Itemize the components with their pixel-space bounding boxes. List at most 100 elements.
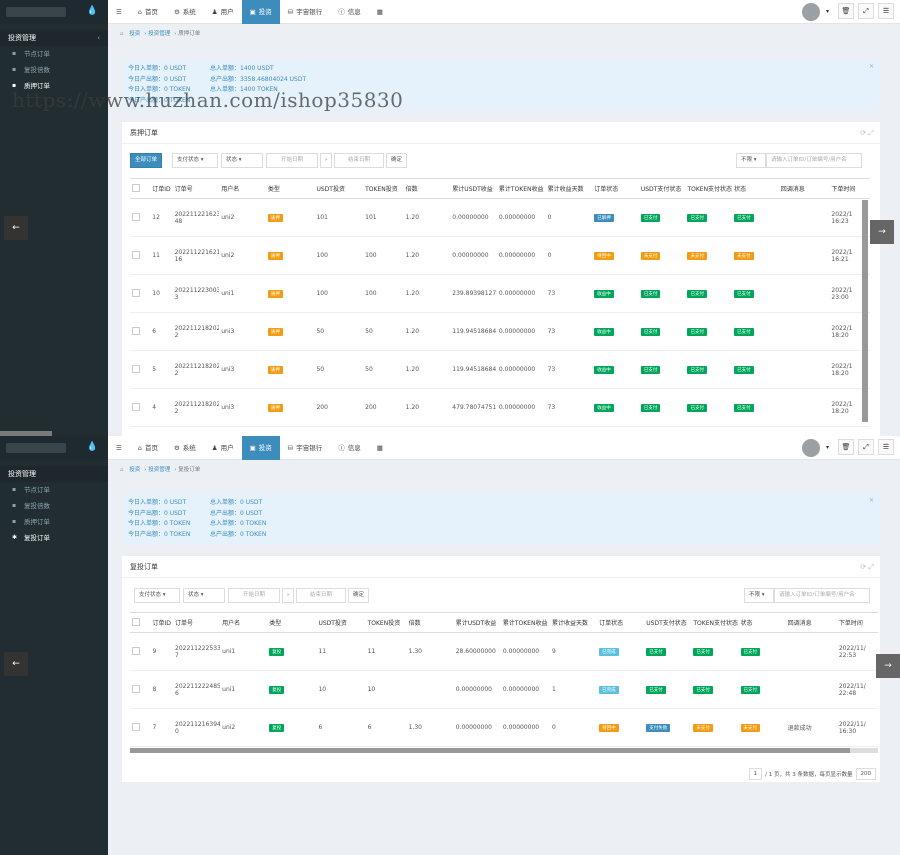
fullscreen-icon[interactable]: ⤢: [858, 3, 874, 19]
avatar[interactable]: [802, 3, 820, 21]
nav-item-3[interactable]: ▣ 投资: [241, 0, 280, 24]
row-checkbox[interactable]: [132, 212, 140, 221]
sidebar-section[interactable]: 投资管理: [0, 466, 108, 482]
avatar[interactable]: [802, 439, 820, 457]
column-header[interactable]: 下单时间: [829, 178, 870, 199]
table-row[interactable]: 9202211222533988823 7uni1复投11111.3028.60…: [130, 632, 878, 671]
grid-icon[interactable]: ▦: [376, 8, 383, 16]
column-header[interactable]: USDT投资: [314, 178, 364, 199]
hamburger-icon[interactable]: ☰: [116, 444, 122, 452]
column-header[interactable]: 倍数: [403, 178, 451, 199]
column-header[interactable]: 累计收益天数: [550, 612, 598, 633]
column-header[interactable]: 类型: [265, 178, 315, 199]
sidebar-item-reinvest-multiple[interactable]: ▪ 复投倍数: [0, 498, 108, 514]
close-icon[interactable]: ✕: [868, 63, 874, 70]
pay-status-select[interactable]: 支付状态 ▾: [134, 588, 180, 603]
nav-item-0[interactable]: ⌂ 首页: [137, 8, 158, 16]
h-scrollbar[interactable]: [130, 748, 878, 753]
column-header[interactable]: TOKEN投资: [363, 178, 404, 199]
column-header[interactable]: 订单号: [172, 178, 220, 199]
refresh-icon[interactable]: ⟳ ⤢: [860, 563, 874, 571]
prev-arrow[interactable]: ←: [4, 652, 28, 676]
trash-icon[interactable]: 🗑: [838, 3, 854, 19]
table-row[interactable]: 11202211221621371849 16uni2质押1001001.200…: [130, 236, 870, 275]
nav-item-3[interactable]: ▣ 投资: [241, 436, 280, 460]
row-checkbox[interactable]: [132, 288, 140, 297]
scrollbar[interactable]: [862, 200, 868, 422]
column-header[interactable]: 订单状态: [597, 612, 645, 633]
start-date-input[interactable]: 开始日期: [228, 588, 280, 603]
start-date-input[interactable]: 开始日期: [266, 153, 318, 168]
close-icon[interactable]: ✕: [868, 497, 874, 504]
table-row[interactable]: 7202211216394620440 0uni2复投661.300.00000…: [130, 708, 878, 747]
table-row[interactable]: 6202211218202279885 2uni3质押50501.20119.9…: [130, 312, 870, 351]
grid-icon[interactable]: ▦: [376, 444, 383, 452]
page-input[interactable]: 1: [748, 768, 763, 780]
sidebar-section[interactable]: 投资管理 ‹: [0, 30, 108, 46]
row-checkbox[interactable]: [132, 402, 140, 411]
column-header[interactable]: 类型: [267, 612, 317, 633]
next-arrow[interactable]: →: [870, 220, 894, 244]
status-select[interactable]: 状态 ▾: [183, 588, 225, 603]
chevron-down-icon[interactable]: ▾: [826, 444, 830, 451]
column-header[interactable]: USDT支付状态: [638, 178, 686, 199]
column-header[interactable]: 累计TOKEN收益: [500, 612, 551, 633]
status-select[interactable]: 状态 ▾: [221, 153, 263, 168]
nav-item-2[interactable]: ♟ 用户: [211, 8, 234, 16]
chevron-down-icon[interactable]: ▾: [826, 8, 830, 15]
column-header[interactable]: 累计USDT收益: [453, 612, 501, 633]
confirm-button[interactable]: 确定: [348, 588, 370, 603]
refresh-icon[interactable]: ⟳ ⤢: [860, 129, 874, 137]
column-header[interactable]: 用户名: [220, 612, 268, 633]
row-checkbox[interactable]: [132, 646, 140, 655]
column-header[interactable]: TOKEN支付状态: [691, 612, 739, 633]
nav-item-5[interactable]: ⓘ 信息: [338, 444, 361, 452]
sidebar-item-stake-orders[interactable]: ▪ 质押订单: [0, 78, 108, 94]
limit-select[interactable]: 不限 ▾: [744, 588, 774, 603]
column-header[interactable]: USDT投资: [316, 612, 366, 633]
row-checkbox[interactable]: [132, 364, 140, 373]
column-header[interactable]: 回调消息: [785, 612, 837, 633]
menu-icon[interactable]: ☰: [878, 439, 894, 455]
select-all-checkbox[interactable]: [132, 183, 140, 192]
sidebar-item-node-orders[interactable]: ▪ 节点订单: [0, 482, 108, 498]
hamburger-icon[interactable]: ☰: [116, 8, 122, 16]
column-header[interactable]: 下单时间: [836, 612, 878, 633]
table-row[interactable]: 12202211221623384521 48uni2质押1011011.200…: [130, 198, 870, 237]
column-header[interactable]: 倍数: [406, 612, 454, 633]
nav-item-2[interactable]: ♟ 用户: [211, 444, 234, 452]
column-header[interactable]: 累计TOKEN收益: [496, 178, 546, 199]
nav-item-1[interactable]: ⚙ 系统: [173, 8, 196, 16]
column-header[interactable]: 订单ID: [150, 612, 174, 633]
next-arrow[interactable]: →: [876, 654, 900, 678]
sidebar-item-stake-orders[interactable]: ▪ 质押订单: [0, 514, 108, 530]
table-row[interactable]: 10202211223003526843 3uni1质押1001001.2023…: [130, 274, 870, 313]
column-header[interactable]: USDT支付状态: [644, 612, 692, 633]
nav-item-1[interactable]: ⚙ 系统: [173, 444, 196, 452]
row-checkbox[interactable]: [132, 250, 140, 259]
pay-status-select[interactable]: 支付状态 ▾: [172, 153, 218, 168]
nav-item-0[interactable]: ⌂ 首页: [137, 444, 158, 452]
limit-select[interactable]: 不限 ▾: [736, 153, 766, 168]
sidebar-item-reinvest-multiple[interactable]: ▪ 复投倍数: [0, 62, 108, 78]
nav-item-4[interactable]: ⛁ 宇宙银行: [287, 444, 323, 452]
column-header[interactable]: TOKEN投资: [365, 612, 407, 633]
row-checkbox[interactable]: [132, 722, 140, 731]
trash-icon[interactable]: 🗑: [838, 439, 854, 455]
column-header[interactable]: 用户名: [219, 178, 266, 199]
table-row[interactable]: 4202211218202279885 2uni3质押2002001.20479…: [130, 388, 870, 427]
column-header[interactable]: 回调消息: [778, 178, 830, 199]
row-checkbox[interactable]: [132, 326, 140, 335]
column-header[interactable]: 状态: [738, 612, 786, 633]
column-header[interactable]: 订单号: [173, 612, 221, 633]
search-input[interactable]: 请输入订单ID/订单编号/用户名: [766, 153, 862, 168]
menu-icon[interactable]: ☰: [878, 3, 894, 19]
fullscreen-icon[interactable]: ⤢: [858, 439, 874, 455]
row-checkbox[interactable]: [132, 684, 140, 693]
confirm-button[interactable]: 确定: [386, 153, 408, 168]
column-header[interactable]: 订单ID: [150, 178, 173, 199]
column-header[interactable]: TOKEN支付状态: [685, 178, 733, 199]
nav-item-4[interactable]: ⛁ 宇宙银行: [287, 8, 323, 16]
prev-arrow[interactable]: ←: [4, 216, 28, 240]
